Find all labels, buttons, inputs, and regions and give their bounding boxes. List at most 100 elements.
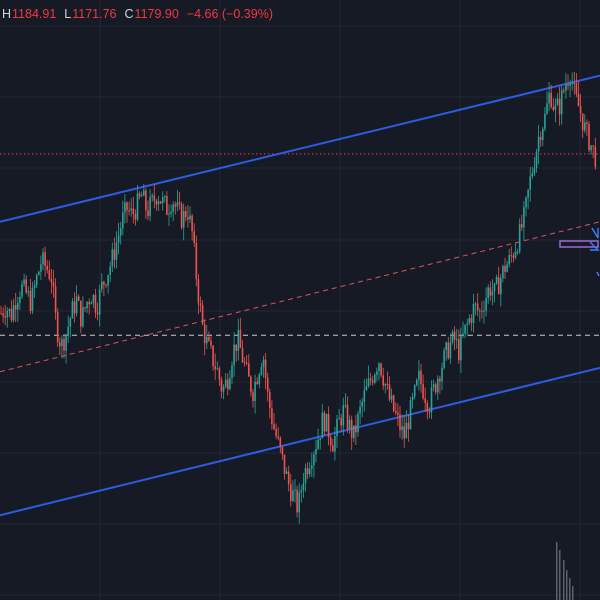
candle-body bbox=[168, 213, 170, 215]
candle-body bbox=[443, 350, 445, 368]
candle-body bbox=[290, 484, 292, 502]
channel-lower-line bbox=[0, 366, 600, 517]
candle-body bbox=[397, 412, 399, 415]
candle-body bbox=[548, 92, 550, 104]
candle-body bbox=[430, 387, 433, 413]
candle-body bbox=[46, 265, 48, 271]
candle-body bbox=[40, 264, 42, 272]
candle-body bbox=[552, 107, 555, 110]
candle-body bbox=[256, 381, 258, 384]
candle-body bbox=[506, 264, 508, 272]
trend-channel[interactable] bbox=[0, 74, 600, 517]
candle-body bbox=[147, 210, 149, 217]
candle-body bbox=[390, 395, 393, 400]
candle-body bbox=[229, 378, 231, 390]
candle-body bbox=[558, 98, 561, 115]
candle-body bbox=[4, 316, 6, 318]
candle-body bbox=[325, 413, 328, 432]
candle-body bbox=[428, 411, 431, 413]
candle-body bbox=[369, 378, 372, 381]
candle-body bbox=[340, 418, 342, 426]
candle-body bbox=[254, 381, 256, 402]
candle-body bbox=[378, 363, 380, 372]
candle-body bbox=[2, 313, 4, 317]
candle-body bbox=[132, 208, 135, 215]
candle-body bbox=[315, 449, 317, 455]
candle-body bbox=[407, 422, 410, 430]
candle-body bbox=[592, 145, 594, 147]
candle-body bbox=[187, 217, 189, 220]
candle-body bbox=[306, 467, 309, 475]
candle-body bbox=[153, 195, 156, 201]
candle-body bbox=[321, 412, 324, 439]
candle-body bbox=[302, 483, 305, 491]
candle-body bbox=[437, 378, 439, 393]
candle-body bbox=[273, 424, 275, 429]
candle-body bbox=[172, 204, 174, 212]
candle-body bbox=[487, 287, 489, 299]
candle-body bbox=[581, 113, 584, 131]
candle-body bbox=[96, 312, 99, 315]
candle-body bbox=[344, 404, 347, 406]
candle-body bbox=[63, 338, 65, 351]
candle-body bbox=[451, 331, 454, 343]
candle-body bbox=[342, 405, 345, 426]
candle-body bbox=[493, 283, 496, 292]
candle-body bbox=[416, 379, 418, 386]
candle-body bbox=[54, 286, 57, 313]
candle-body bbox=[279, 437, 282, 448]
candle-body bbox=[210, 340, 212, 346]
candle-body bbox=[88, 302, 90, 305]
candle-body bbox=[94, 295, 97, 313]
high-value: 1184.91 bbox=[12, 7, 57, 21]
candle-body bbox=[521, 224, 523, 228]
candle-body bbox=[195, 242, 198, 280]
candle-body bbox=[470, 318, 473, 323]
candle-body bbox=[296, 489, 298, 513]
candle-body bbox=[388, 384, 391, 400]
candle-body bbox=[481, 310, 483, 312]
candle-body bbox=[25, 279, 27, 293]
candle-body bbox=[575, 83, 578, 94]
candle-body bbox=[233, 344, 235, 366]
candle-body bbox=[489, 287, 492, 296]
candle-body bbox=[508, 255, 510, 265]
candle-body bbox=[52, 282, 55, 287]
candle-body bbox=[510, 255, 513, 257]
candle-body bbox=[292, 490, 294, 502]
candle-body bbox=[424, 398, 426, 403]
candle-body bbox=[500, 278, 502, 295]
candle-body bbox=[271, 408, 273, 425]
candle-body bbox=[75, 296, 78, 314]
candle-body bbox=[19, 296, 21, 303]
candle-body bbox=[140, 195, 143, 197]
candle-body bbox=[546, 103, 548, 114]
candle-body bbox=[329, 437, 332, 446]
candle-body bbox=[182, 210, 185, 228]
candle-body bbox=[134, 214, 137, 220]
candle-body bbox=[495, 277, 498, 284]
candle-body bbox=[143, 190, 145, 196]
candle-body bbox=[117, 235, 120, 243]
candle-body bbox=[367, 378, 370, 387]
position-markers[interactable] bbox=[559, 227, 600, 277]
candle-body bbox=[126, 202, 128, 211]
candle-body bbox=[514, 251, 517, 258]
candle-body bbox=[10, 308, 13, 321]
candle-body bbox=[462, 333, 464, 336]
candle-body bbox=[544, 113, 546, 129]
candle-body bbox=[455, 339, 458, 341]
low-value: 1171.76 bbox=[72, 7, 117, 21]
candle-body bbox=[214, 366, 216, 370]
candle-body bbox=[323, 412, 326, 432]
candle-body bbox=[327, 413, 330, 438]
candle-body bbox=[497, 277, 500, 295]
candle-body bbox=[178, 202, 181, 205]
candle-body bbox=[350, 419, 353, 439]
candle-body bbox=[61, 338, 63, 346]
candle-body bbox=[374, 374, 376, 383]
candle-body bbox=[386, 383, 389, 385]
candle-body bbox=[218, 368, 221, 380]
